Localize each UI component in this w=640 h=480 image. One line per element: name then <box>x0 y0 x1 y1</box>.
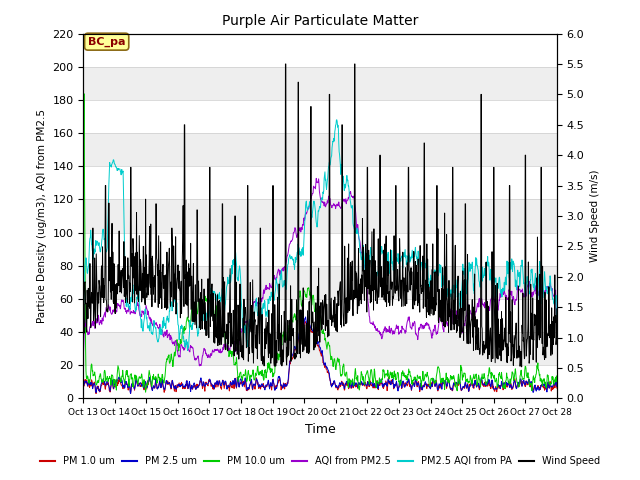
Bar <box>83 332 557 365</box>
Title: Purple Air Particulate Matter: Purple Air Particulate Matter <box>222 14 418 28</box>
Bar <box>83 199 557 233</box>
Bar <box>83 133 557 166</box>
X-axis label: Time: Time <box>305 423 335 436</box>
Bar <box>83 67 557 100</box>
Bar <box>83 266 557 299</box>
Y-axis label: Particle Density (ug/m3), AQI from PM2.5: Particle Density (ug/m3), AQI from PM2.5 <box>36 109 47 323</box>
Bar <box>83 233 557 266</box>
Bar <box>83 365 557 398</box>
Text: BC_pa: BC_pa <box>88 36 125 47</box>
Legend: PM 1.0 um, PM 2.5 um, PM 10.0 um, AQI from PM2.5, PM2.5 AQI from PA, Wind Speed: PM 1.0 um, PM 2.5 um, PM 10.0 um, AQI fr… <box>36 453 604 470</box>
Y-axis label: Wind Speed (m/s): Wind Speed (m/s) <box>590 170 600 262</box>
Bar <box>83 299 557 332</box>
Bar <box>83 100 557 133</box>
Bar <box>83 166 557 199</box>
Bar <box>83 34 557 67</box>
